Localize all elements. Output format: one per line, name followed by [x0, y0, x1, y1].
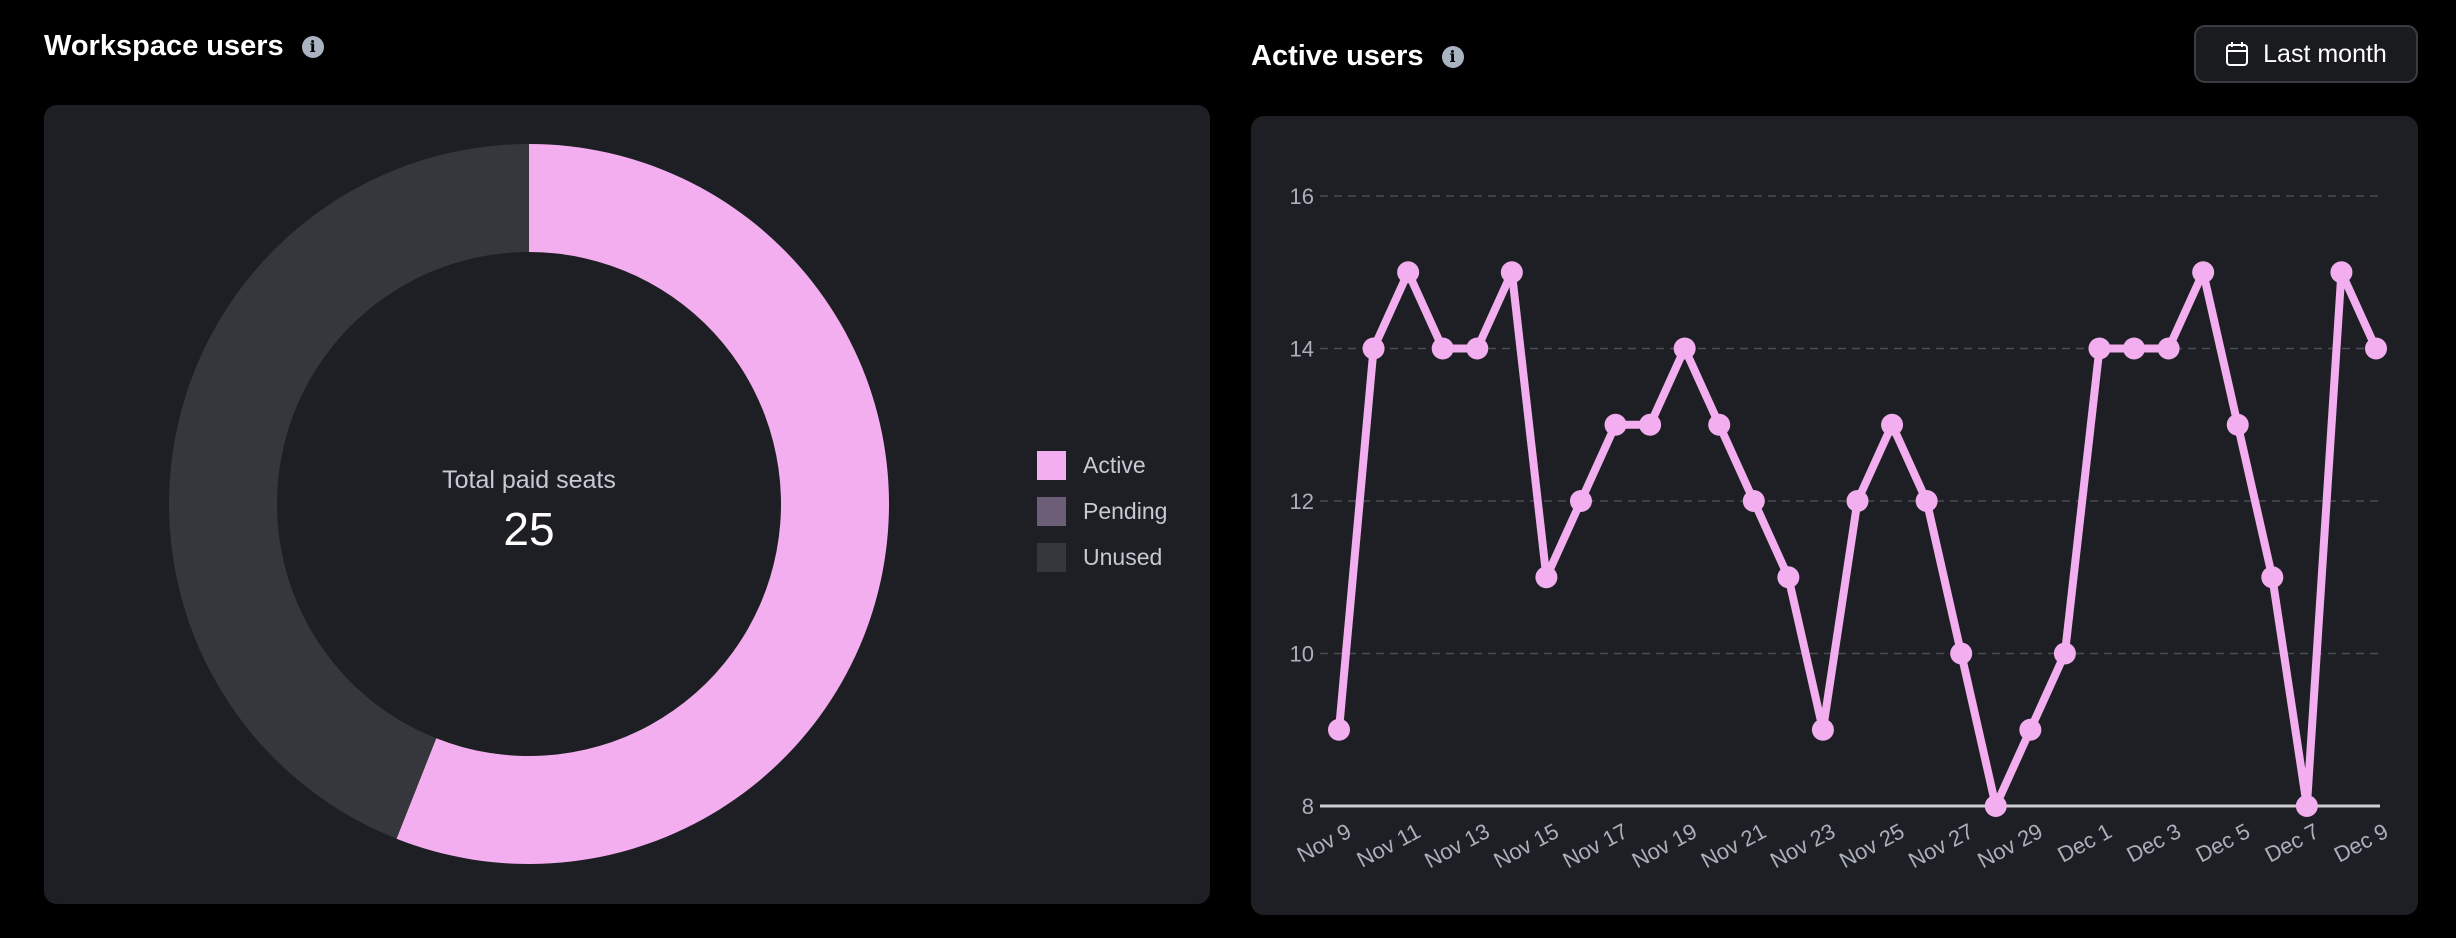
- y-tick-label: 14: [1290, 337, 1314, 362]
- info-icon[interactable]: i: [1441, 45, 1464, 68]
- center-value: 25: [503, 503, 555, 555]
- x-tick-label: Dec 1: [2053, 818, 2115, 867]
- x-tick-label: Dec 7: [2261, 818, 2323, 867]
- data-point: [1673, 337, 1696, 360]
- data-point: [1431, 337, 1454, 360]
- data-point: [1466, 337, 1489, 360]
- x-tick-label: Nov 27: [1904, 818, 1977, 873]
- y-tick-label: 12: [1290, 489, 1314, 514]
- data-point: [2157, 337, 2180, 360]
- x-tick-label: Nov 23: [1766, 818, 1839, 873]
- data-point: [1811, 718, 1834, 741]
- data-point: [1569, 490, 1592, 512]
- data-point: [1881, 413, 1904, 436]
- x-tick-label: Nov 29: [1973, 818, 2046, 873]
- data-point: [1777, 566, 1800, 589]
- legend-label: Pending: [1083, 497, 1168, 524]
- legend-item-active[interactable]: Active: [1037, 442, 1167, 488]
- y-tick-label: 8: [1302, 794, 1314, 819]
- active-users-title: Active users: [1251, 40, 1424, 72]
- data-point: [2123, 337, 2146, 360]
- legend-label: Unused: [1083, 543, 1163, 570]
- data-point: [1604, 413, 1627, 436]
- data-point: [1708, 413, 1731, 436]
- data-point: [2365, 337, 2387, 360]
- data-point: [2261, 566, 2284, 589]
- data-point: [1915, 490, 1938, 512]
- donut-slice-unused: [168, 144, 529, 839]
- x-tick-label: Nov 17: [1559, 818, 1632, 873]
- center-label: Total paid seats: [442, 466, 616, 494]
- data-point: [2053, 642, 2076, 665]
- data-point: [2330, 261, 2353, 284]
- x-tick-label: Nov 25: [1835, 818, 1908, 873]
- donut-chart: [168, 144, 889, 864]
- data-point: [2192, 261, 2215, 284]
- donut-slice-active: [396, 144, 889, 864]
- x-tick-label: Nov 11: [1353, 818, 1425, 872]
- x-tick-label: Dec 9: [2330, 818, 2392, 867]
- data-point: [1397, 261, 1420, 284]
- calendar-icon: [2226, 42, 2249, 66]
- data-point: [1846, 490, 1869, 512]
- workspace-users-heading: Workspace users i: [44, 30, 324, 63]
- y-tick-label: 16: [1290, 184, 1314, 209]
- date-range-label: Last month: [2263, 39, 2387, 68]
- active-users-heading: Active users i: [1251, 40, 1464, 73]
- data-point: [1500, 261, 1523, 284]
- x-tick-label: Nov 21: [1697, 818, 1770, 873]
- data-point: [1984, 795, 2007, 817]
- donut-legend: Active Pending Unused: [1037, 442, 1167, 580]
- data-point: [1362, 337, 1385, 360]
- y-tick-label: 10: [1290, 642, 1314, 667]
- legend-item-pending[interactable]: Pending: [1037, 488, 1167, 534]
- active-users-card: [1251, 116, 2418, 915]
- data-point: [2088, 337, 2111, 360]
- x-tick-label: Dec 5: [2192, 818, 2254, 867]
- x-tick-label: Nov 9: [1293, 818, 1355, 867]
- data-point: [1328, 718, 1350, 741]
- x-tick-label: Nov 19: [1628, 818, 1701, 873]
- info-icon[interactable]: i: [301, 35, 324, 58]
- data-point: [1742, 490, 1765, 512]
- legend-label: Active: [1083, 451, 1146, 478]
- data-point: [1950, 642, 1973, 665]
- x-tick-label: Dec 3: [2122, 818, 2184, 867]
- date-range-button[interactable]: Last month: [2194, 25, 2418, 83]
- legend-swatch: [1037, 542, 1066, 572]
- data-point: [2295, 795, 2318, 817]
- data-point: [2226, 413, 2249, 436]
- x-tick-label: Nov 15: [1489, 818, 1562, 873]
- series-line: [1335, 268, 2380, 810]
- workspace-users-title: Workspace users: [44, 30, 284, 62]
- legend-swatch: [1037, 450, 1066, 480]
- data-point: [1535, 566, 1558, 589]
- data-point: [2019, 718, 2042, 741]
- data-point: [1639, 413, 1662, 436]
- legend-swatch: [1037, 496, 1066, 526]
- x-tick-label: Nov 13: [1420, 818, 1493, 873]
- legend-item-unused[interactable]: Unused: [1037, 534, 1167, 580]
